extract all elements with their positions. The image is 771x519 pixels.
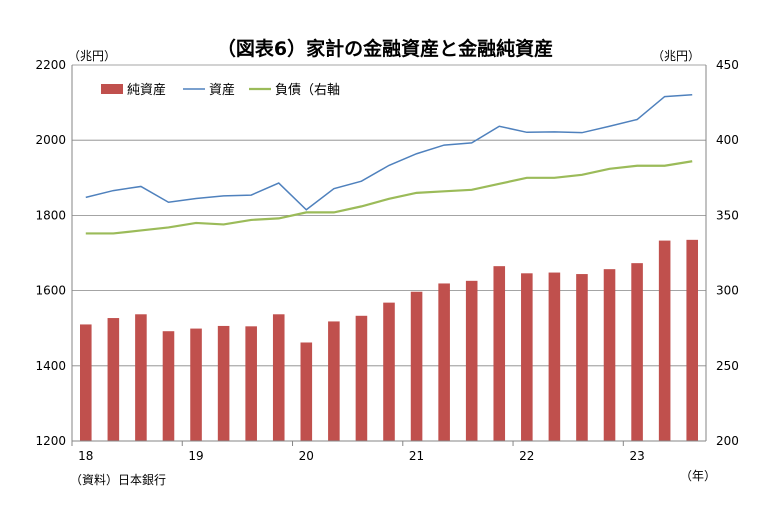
right-axis-unit: （兆円） [652, 49, 700, 63]
left-tick-label: 2000 [35, 133, 66, 147]
bar [548, 272, 561, 441]
bar [79, 324, 92, 441]
x-tick-label: 18 [78, 449, 93, 463]
bar [272, 314, 285, 441]
source-note: （資料）日本銀行 [70, 473, 166, 487]
bar [521, 273, 533, 441]
right-tick-label: 300 [716, 284, 739, 298]
left-axis-unit: （兆円） [68, 49, 116, 63]
left-tick-label: 1400 [35, 359, 66, 373]
bar [355, 315, 368, 441]
bar [576, 274, 588, 441]
bar [438, 283, 450, 441]
right-tick-label: 450 [716, 58, 739, 72]
x-tick-label: 21 [409, 449, 424, 463]
left-tick-label: 1600 [35, 284, 66, 298]
bar [658, 240, 671, 441]
legend-label-liabilities: 負債（右軸 [275, 83, 340, 98]
bar [383, 302, 395, 441]
x-tick-label: 22 [519, 449, 534, 463]
x-tick-label: 19 [188, 449, 203, 463]
bar [300, 342, 313, 441]
bar [603, 269, 616, 441]
x-tick-label: 23 [629, 449, 644, 463]
bar [631, 263, 643, 441]
left-tick-label: 1800 [35, 208, 66, 222]
bar [217, 325, 230, 441]
legend-label-net-assets: 純資産 [127, 82, 166, 98]
chart-title: （図表6）家計の金融資産と金融純資産 [217, 37, 553, 60]
right-tick-label: 200 [716, 434, 739, 448]
bar-series-net-assets [79, 239, 699, 441]
legend-swatch-net-assets [101, 84, 123, 94]
bar [328, 321, 340, 441]
bar [245, 326, 257, 441]
bar [686, 239, 699, 441]
x-axis-unit: （年） [680, 469, 716, 483]
right-tick-label: 250 [716, 359, 739, 373]
axes [71, 65, 707, 442]
bar [107, 318, 120, 441]
bar [465, 280, 478, 441]
right-tick-label: 350 [716, 208, 739, 222]
bar [190, 328, 202, 441]
bar [493, 266, 506, 441]
bar [162, 331, 175, 441]
line-assets [85, 93, 693, 211]
bar [135, 314, 147, 441]
right-axis-ticks: 200 250 300 350 400 450 [716, 58, 739, 448]
right-tick-label: 400 [716, 133, 739, 147]
line-liabilities [85, 160, 693, 235]
left-axis-ticks: 1200 1400 1600 1800 2000 2200 [35, 58, 66, 448]
legend: 純資産 資産 負債（右軸 [101, 82, 340, 98]
x-tick-label: 20 [299, 449, 314, 463]
line-series [85, 93, 693, 235]
legend-label-assets: 資産 [209, 82, 235, 98]
bar [410, 291, 423, 441]
left-tick-label: 2200 [35, 58, 66, 72]
left-tick-label: 1200 [35, 434, 66, 448]
x-axis-ticks: 18 19 20 21 22 23 [71, 441, 645, 463]
